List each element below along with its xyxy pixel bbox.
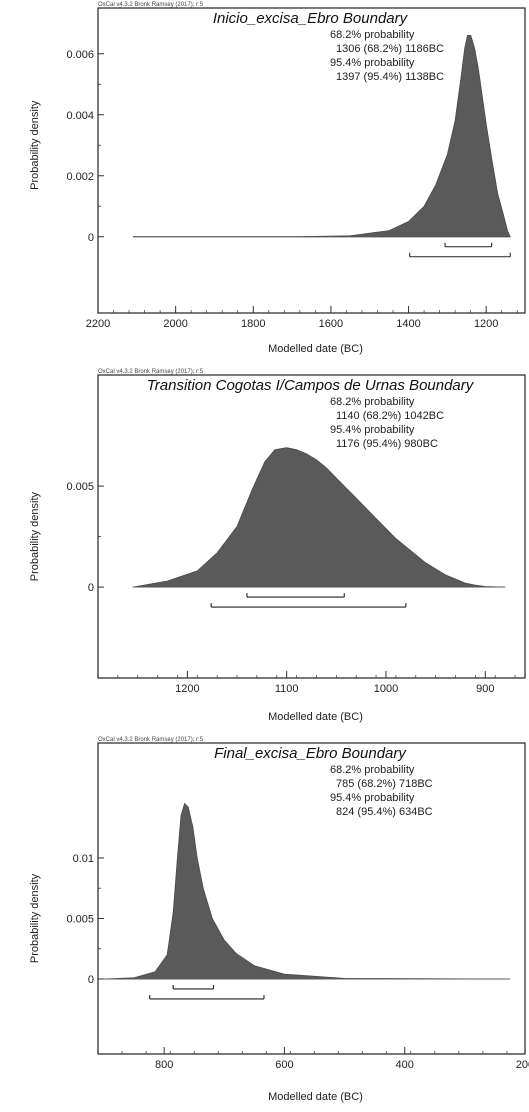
version-note: OxCal v4.3.2 Bronk Ramsey (2017); r:5 <box>98 2 204 8</box>
range-bracket-68-2pct <box>246 593 345 598</box>
y-tick-label: 0 <box>88 582 94 594</box>
plot-frame <box>97 7 526 314</box>
version-note: OxCal v4.3.2 Bronk Ramsey (2017); r:5 <box>98 369 204 375</box>
y-tick-label: 0.005 <box>66 913 94 925</box>
y-tick-label: 0.004 <box>66 110 94 122</box>
x-tick-label: 400 <box>396 1059 414 1071</box>
y-tick-label: 0.005 <box>66 481 94 493</box>
chart-title: Final_excisa_Ebro Boundary <box>214 745 407 762</box>
y-tick-label: 0.002 <box>66 171 94 183</box>
x-tick-label: 1600 <box>319 318 343 330</box>
y-axis-label: Probability density <box>29 491 41 581</box>
range-bracket-95-4pct <box>210 603 407 608</box>
range-bracket-95-4pct <box>149 994 265 1000</box>
x-tick-label: 800 <box>155 1059 173 1071</box>
x-tick-label: 1200 <box>474 318 498 330</box>
version-note: OxCal v4.3.2 Bronk Ramsey (2017); r:5 <box>98 737 204 743</box>
probability-annotation: 1176 (95.4%) 980BC <box>336 438 438 450</box>
x-axis-label: Modelled date (BC) <box>268 711 363 723</box>
y-axis-label: Probability density <box>29 100 41 190</box>
density-area <box>103 802 511 980</box>
chart-inicio-excisa-ebro: OxCal v4.3.2 Bronk Ramsey (2017); r:5 0 0.… <box>29 2 526 355</box>
probability-annotation: 95.4% probability <box>330 792 415 804</box>
x-tick-label: 2200 <box>86 318 110 330</box>
range-bracket-68-2pct <box>444 242 493 248</box>
x-tick-label: 200 <box>516 1059 529 1071</box>
x-tick-label: 900 <box>476 683 494 695</box>
range-bracket-68-2pct <box>172 984 215 990</box>
y-axis-label: Probability density <box>29 873 41 963</box>
chart-title: Inicio_excisa_Ebro Boundary <box>213 10 409 27</box>
x-tick-label: 1000 <box>374 683 398 695</box>
probability-annotation: 68.2% probability <box>330 29 415 41</box>
x-tick-label: 1400 <box>396 318 420 330</box>
x-tick-label: 2000 <box>163 318 187 330</box>
chart-final-excisa-ebro: OxCal v4.3.2 Bronk Ramsey (2017); r:5 0 0.… <box>29 737 529 1103</box>
chart-title: Transition Cogotas I/Campos de Urnas Bou… <box>147 377 475 394</box>
probability-annotation: 68.2% probability <box>330 764 415 776</box>
x-axis-label: Modelled date (BC) <box>268 1091 363 1103</box>
x-tick-label: 1100 <box>275 683 299 695</box>
probability-annotation: 68.2% probability <box>330 396 415 408</box>
x-tick-label: 600 <box>275 1059 293 1071</box>
probability-annotation: 95.4% probability <box>330 424 415 436</box>
chart-transition-cogotas: OxCal v4.3.2 Bronk Ramsey (2017); r:5 0 0.… <box>29 369 526 723</box>
y-tick-label: 0.01 <box>73 853 94 865</box>
density-area <box>132 447 506 588</box>
probability-annotation: 785 (68.2%) 718BC <box>336 778 433 790</box>
plot-frame <box>97 374 526 679</box>
density-area <box>132 35 511 238</box>
x-axis-label: Modelled date (BC) <box>268 343 363 355</box>
probability-annotation: 1306 (68.2%) 1186BC <box>336 43 444 55</box>
probability-annotation: 1140 (68.2%) 1042BC <box>336 410 444 422</box>
x-tick-label: 1200 <box>175 683 199 695</box>
y-tick-label: 0 <box>88 232 94 244</box>
plot-frame <box>97 742 526 1055</box>
probability-annotation: 95.4% probability <box>330 57 415 69</box>
probability-annotation: 1397 (95.4%) 1138BC <box>336 71 444 83</box>
range-bracket-95-4pct <box>409 252 511 258</box>
probability-annotation: 824 (95.4%) 634BC <box>336 806 433 818</box>
y-tick-label: 0 <box>88 974 94 986</box>
x-tick-label: 1800 <box>241 318 265 330</box>
y-tick-label: 0.006 <box>66 49 94 61</box>
